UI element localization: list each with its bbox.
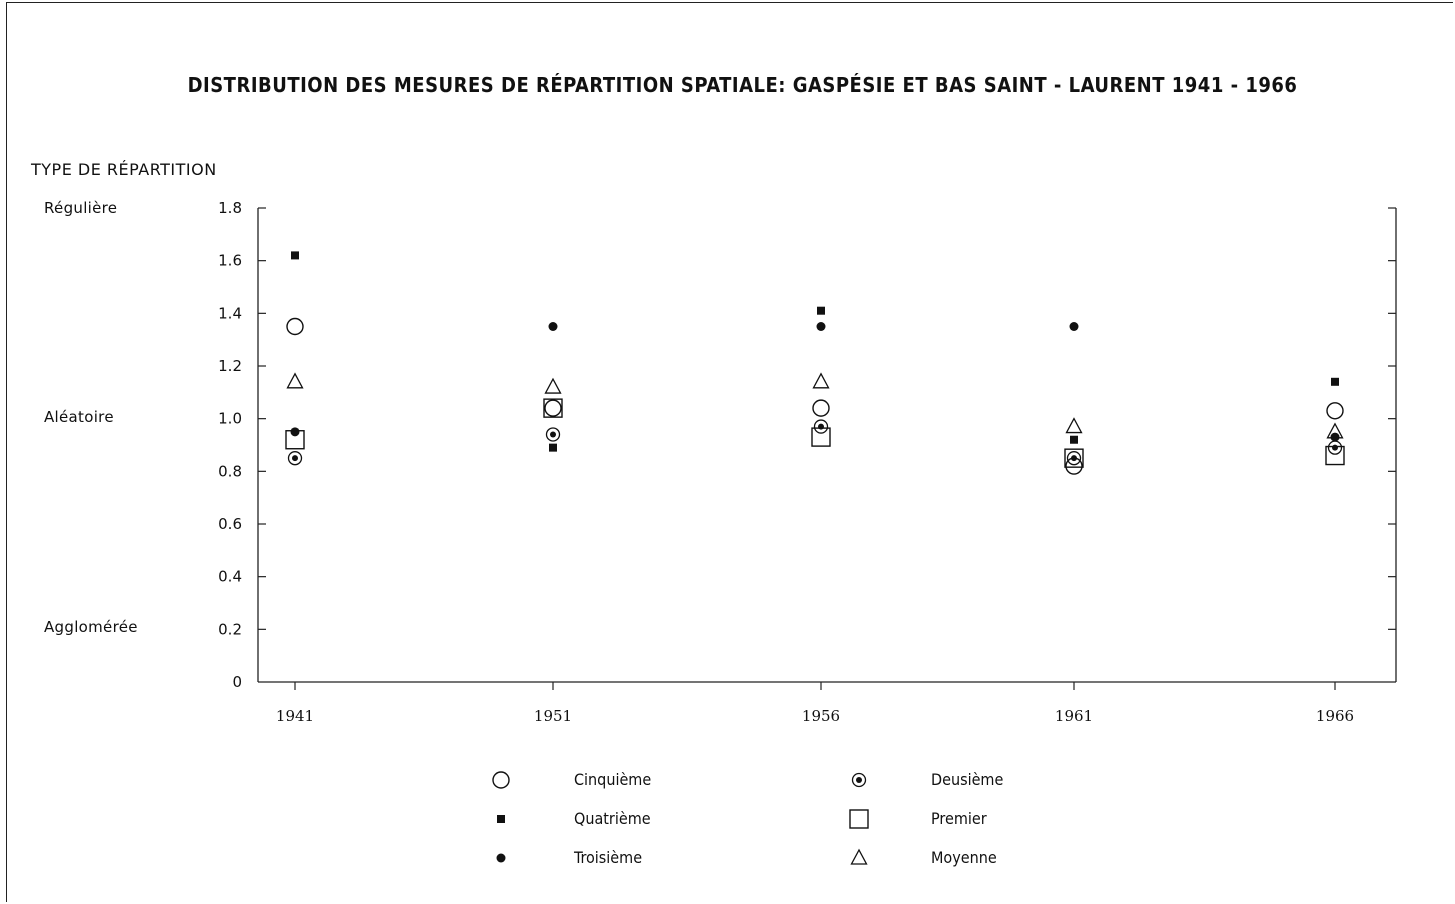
point-square-open <box>543 398 563 418</box>
point-circle-open <box>544 399 562 417</box>
point-square-filled <box>549 443 557 452</box>
y-tick-label: 1.6 <box>218 252 242 270</box>
point-circle-dot <box>813 419 829 434</box>
point-circle-filled <box>816 322 826 331</box>
x-tick-label: 1951 <box>534 707 572 725</box>
legend-label: Deusième <box>931 770 1004 789</box>
point-circle-dot <box>1066 451 1082 466</box>
point-circle-filled <box>1069 322 1079 331</box>
point-square-open <box>1064 448 1084 468</box>
point-triangle-open <box>812 372 830 389</box>
y-tick-label: 0.2 <box>218 620 242 638</box>
point-circle-open <box>286 317 304 336</box>
y-tick-label: 1.4 <box>218 304 242 322</box>
x-tick-label: 1966 <box>1316 707 1354 725</box>
point-triangle-open <box>1065 417 1083 434</box>
point-square-filled <box>1331 377 1339 386</box>
point-circle-dot <box>287 451 303 466</box>
point-circle-dot <box>1327 440 1343 455</box>
point-circle-filled <box>548 322 558 331</box>
chart-frame <box>6 2 1453 902</box>
x-tick-label: 1941 <box>276 707 314 725</box>
point-triangle-open <box>1326 422 1344 439</box>
legend-marker-circle-dot <box>851 772 867 788</box>
y-axis-title: TYPE DE RÉPARTITION <box>31 160 217 179</box>
legend-marker-circle-filled <box>496 853 506 863</box>
point-square-filled <box>817 306 825 315</box>
point-circle-open <box>1326 402 1344 420</box>
legend-marker-circle-open <box>492 771 510 789</box>
point-triangle-open <box>544 377 562 394</box>
y-category-reguliere: Régulière <box>44 199 118 217</box>
point-circle-dot <box>545 427 561 442</box>
point-square-filled <box>291 251 299 260</box>
legend-marker-square-open <box>849 809 869 829</box>
legend-marker-square-filled <box>497 815 505 823</box>
point-triangle-open <box>286 372 304 389</box>
legend-label: Troisième <box>574 848 643 867</box>
legend-label: Quatrième <box>574 809 651 828</box>
legend-label: Premier <box>931 809 987 828</box>
y-tick-label: 0.6 <box>218 515 242 533</box>
y-tick-label: 0.4 <box>218 568 242 586</box>
point-square-filled <box>1070 435 1078 444</box>
y-tick-label: 1.2 <box>218 357 242 375</box>
y-category-aleatoire: Aléatoire <box>44 408 114 426</box>
chart-title: DISTRIBUTION DES MESURES DE RÉPARTITION … <box>187 73 1298 97</box>
point-square-open <box>1325 445 1345 466</box>
x-tick-label: 1961 <box>1055 707 1093 725</box>
y-tick-label: 0.8 <box>218 462 242 480</box>
y-category-agglomeree: Agglomérée <box>44 618 138 636</box>
point-circle-filled <box>1330 432 1340 442</box>
point-square-open <box>285 430 305 450</box>
point-circle-filled <box>290 427 300 437</box>
y-tick-label: 1.0 <box>218 410 242 428</box>
y-tick-label: 0 <box>232 673 242 691</box>
point-square-open <box>811 427 831 447</box>
legend-marker-triangle-open <box>850 848 868 865</box>
y-tick-label: 1.8 <box>218 199 242 217</box>
x-tick-label: 1956 <box>802 707 840 725</box>
legend-label: Cinquième <box>574 770 652 789</box>
legend-label: Moyenne <box>931 848 997 867</box>
point-circle-open <box>812 399 830 417</box>
